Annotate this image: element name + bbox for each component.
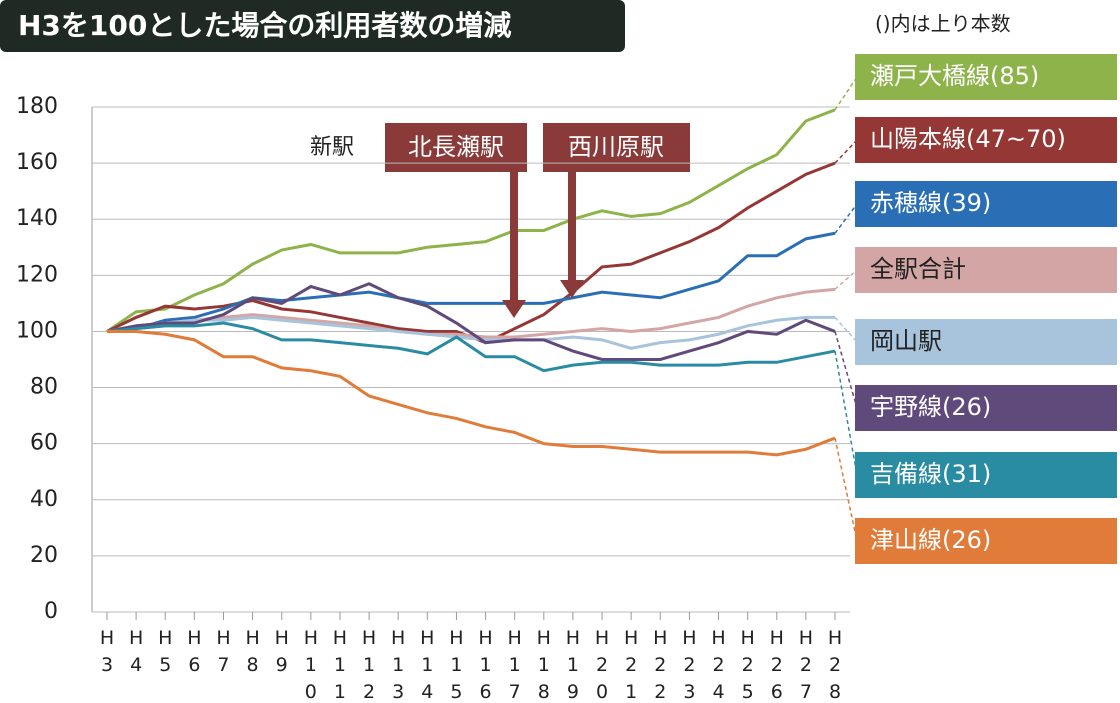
- legend-box: [855, 518, 1117, 564]
- arrow: [502, 172, 526, 318]
- y-tick-label: 40: [30, 487, 58, 512]
- y-tick-label: 140: [16, 206, 58, 231]
- connector: [834, 316, 858, 343]
- y-tick-label: 20: [30, 543, 58, 568]
- connector: [834, 76, 858, 111]
- line: [106, 321, 836, 373]
- line: [107, 329, 836, 457]
- line: [106, 108, 836, 333]
- legend-box: [855, 181, 1117, 227]
- annotation-box: [385, 123, 527, 172]
- y-tick-label: 60: [30, 431, 58, 456]
- legend-label: 岡山駅: [870, 327, 942, 355]
- connector: [834, 437, 858, 542]
- chart-title: H3を100とした場合の利用者数の増減: [18, 9, 511, 42]
- annotation: 新駅: [310, 135, 354, 160]
- line: [106, 231, 836, 333]
- legend-box: [855, 247, 1117, 293]
- legend-label: 宇野線(26): [870, 393, 991, 421]
- legend-label: 赤穂線(39): [870, 189, 991, 217]
- connector: [834, 269, 858, 290]
- connector: [834, 139, 858, 164]
- legend-box: [855, 385, 1117, 431]
- annotation-box: [543, 123, 690, 172]
- legend-box: [855, 452, 1117, 498]
- annotation: 西川原駅: [568, 133, 664, 161]
- connector: [834, 350, 858, 476]
- line: [106, 287, 836, 339]
- y-tick-label: 180: [16, 94, 58, 119]
- title-box: [0, 0, 625, 52]
- arrow: [560, 172, 584, 298]
- connector: [834, 331, 858, 409]
- line: [106, 315, 835, 350]
- legend-box: [855, 117, 1117, 163]
- legend-label: 山陽本線(47~70): [870, 125, 1066, 153]
- y-tick-label: 100: [16, 318, 58, 343]
- y-tick-label: 0: [44, 599, 58, 624]
- legend-label: 全駅合計: [870, 255, 966, 283]
- legend-box: [855, 54, 1117, 100]
- legend-box: [855, 319, 1117, 365]
- y-tick-label: 160: [16, 150, 58, 175]
- legend-label: 瀬戸大橋線(85): [870, 62, 1039, 90]
- note: ()内は上り本数: [875, 12, 1011, 36]
- annotation: 北長瀬駅: [408, 133, 504, 161]
- legend-label: 津山線(26): [870, 526, 991, 554]
- y-tick-label: 80: [30, 375, 58, 400]
- connector: [834, 203, 858, 234]
- y-tick-label: 120: [16, 262, 58, 287]
- legend-label: 吉備線(31): [870, 460, 991, 488]
- line: [106, 282, 836, 361]
